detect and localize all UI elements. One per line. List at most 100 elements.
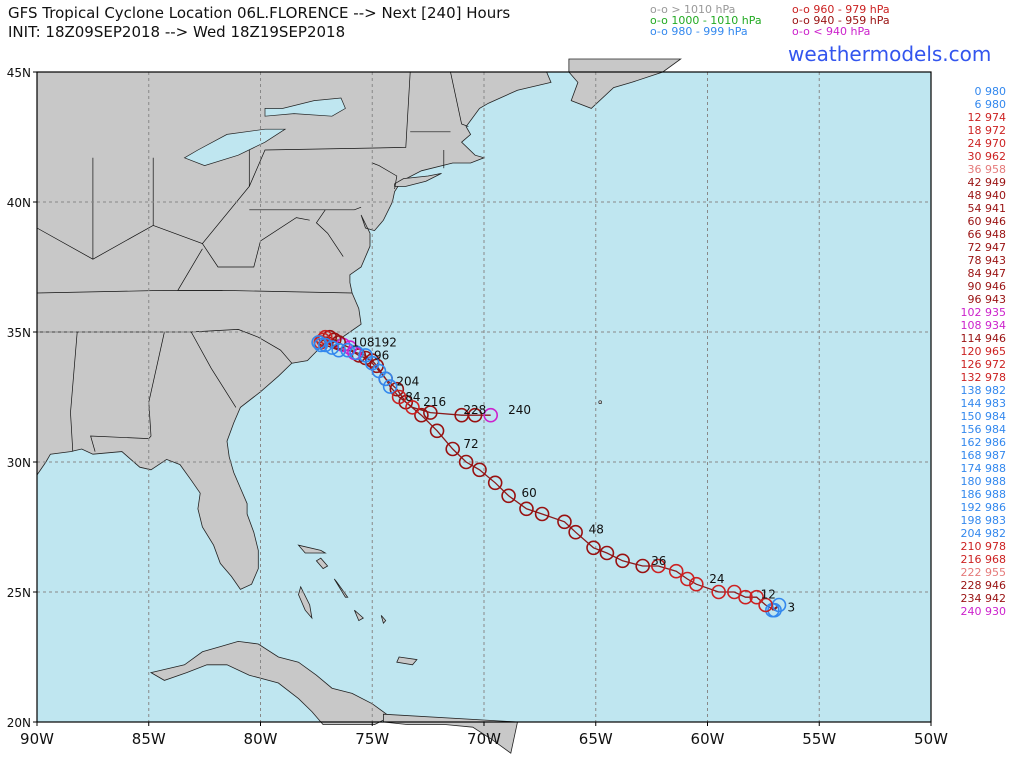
pressure-row: 126 972 [960, 358, 1007, 371]
track-point [487, 475, 503, 491]
state-border-4 [90, 331, 165, 452]
track-hour-label: 108 [352, 335, 375, 349]
track-point [349, 345, 364, 361]
track-point [331, 342, 347, 358]
pressure-row: 180 988 [960, 475, 1007, 488]
track-point [635, 558, 650, 574]
pressure-row: 234 942 [960, 592, 1007, 605]
pressure-row: 84 947 [967, 267, 1007, 280]
state-border-1 [249, 206, 362, 211]
lat-tick-label: 25N [7, 586, 31, 600]
lat-tick-label: 30N [7, 456, 31, 470]
pressure-row: 114 946 [960, 332, 1007, 345]
track-point [711, 584, 726, 600]
track-hour-label: 192 [374, 335, 397, 349]
track-point [378, 371, 393, 387]
brand-watermark[interactable]: weathermodels.com [788, 42, 992, 66]
bahamas-island-6 [396, 656, 418, 666]
lat-tick-label: 45N [7, 66, 31, 80]
bahamas-island-2 [298, 585, 313, 620]
track-point [651, 558, 666, 574]
pressure-row: 168 987 [960, 449, 1007, 462]
pressure-row: 42 949 [967, 176, 1007, 189]
track-hour-label: 228 [463, 403, 486, 417]
track-hour-label: 24 [709, 572, 724, 586]
track-hour-label: 36 [651, 554, 666, 568]
track-point [391, 389, 407, 405]
pressure-row: 162 986 [960, 436, 1007, 449]
pressure-row: 222 955 [960, 566, 1007, 579]
pressure-row: 192 986 [960, 501, 1007, 514]
track-point [389, 381, 405, 397]
bahamas-island-5 [380, 615, 387, 625]
lon-tick-label: 65W [579, 730, 613, 748]
track-point [414, 407, 429, 423]
track-point [534, 506, 550, 522]
lon-tick-label: 60W [691, 730, 725, 748]
pressure-row: 72 947 [967, 241, 1007, 254]
state-border-13 [36, 157, 154, 260]
track-point [586, 540, 601, 556]
pressure-row: 156 984 [960, 423, 1007, 436]
legend-entry: o-o 1000 - 1010 hPa [650, 14, 762, 27]
track-hour-label: 12 [761, 588, 776, 602]
lon-tick-label: 85W [132, 730, 166, 748]
state-border-11 [450, 71, 469, 127]
pressure-row: 132 978 [960, 371, 1007, 384]
track-point [749, 589, 764, 605]
init-time: INIT: 18Z09SEP2018 --> Wed 18Z19SEP2018 [8, 23, 346, 41]
track-hour-label: 60 [522, 486, 537, 500]
bahamas-island-0 [297, 544, 327, 554]
track-point [668, 563, 684, 579]
pressure-row: 186 988 [960, 488, 1007, 501]
state-border-16 [202, 217, 310, 268]
pressure-row: 138 982 [960, 384, 1007, 397]
track-point [340, 342, 355, 358]
pressure-row: 30 962 [967, 150, 1007, 163]
pressure-row: 48 940 [967, 189, 1007, 202]
track-point [599, 545, 615, 561]
track-point [423, 405, 438, 420]
track-point [467, 407, 483, 423]
state-border-9 [372, 162, 398, 190]
pressure-row: 66 948 [967, 228, 1007, 241]
north-america-land [36, 71, 552, 590]
pressure-row: 144 983 [960, 397, 1007, 410]
track-hour-label: 96 [374, 348, 389, 362]
legend-entry: o-o > 1010 hPa [650, 3, 736, 16]
track-point [483, 407, 499, 423]
track-point [472, 462, 487, 478]
track-point [519, 501, 534, 517]
legend-entry: o-o 980 - 999 hPa [650, 25, 748, 38]
long-island-land [394, 173, 442, 187]
track-point [727, 584, 742, 600]
pressure-row: 174 988 [960, 462, 1007, 475]
state-border-3 [164, 329, 293, 364]
lon-tick-label: 70W [467, 730, 501, 748]
lon-tick-label: 80W [244, 730, 278, 748]
pressure-row: 90 946 [967, 280, 1007, 293]
pressure-table: 0 980 6 980 12 974 18 972 24 970 30 962 36 958… [961, 85, 1007, 618]
legend-entry: o-o < 940 hPa [792, 25, 871, 38]
lon-tick-label: 75W [355, 730, 389, 748]
lon-tick-label: 50W [914, 730, 948, 748]
nova-scotia-land [568, 58, 682, 109]
pressure-row: 210 978 [960, 540, 1007, 553]
lon-tick-label: 90W [20, 730, 54, 748]
state-border-5 [70, 331, 78, 452]
pressure-row: 198 983 [960, 514, 1007, 527]
bermuda-land [598, 400, 603, 405]
lake-erie [183, 128, 287, 166]
track-point [429, 423, 445, 439]
map-title: GFS Tropical Cyclone Location 06L.FLOREN… [8, 4, 511, 22]
pressure-row: 36 958 [967, 163, 1007, 176]
state-border-17 [177, 248, 223, 291]
track-point [318, 337, 333, 353]
track-point [324, 340, 340, 355]
lake-ontario [264, 97, 346, 117]
legend-entry: o-o 960 - 979 hPa [792, 3, 890, 16]
track-point [568, 524, 583, 540]
pressure-row: 240 930 [960, 605, 1007, 618]
track-hour-label: 48 [589, 523, 604, 537]
